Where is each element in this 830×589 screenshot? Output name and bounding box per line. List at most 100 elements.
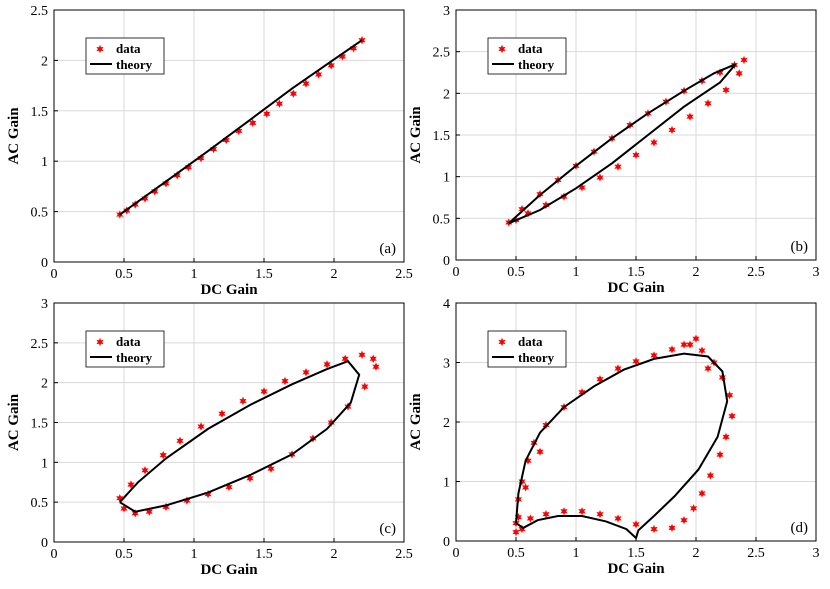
panel-label: (c) [379, 521, 396, 537]
legend-data-marker [96, 337, 104, 347]
x-tick-label: 2.5 [395, 267, 413, 282]
data-point [341, 354, 349, 363]
data-point [116, 494, 124, 503]
y-tick-label: 0 [41, 536, 48, 551]
x-tick-label: 1 [191, 547, 198, 562]
data-point [197, 154, 205, 163]
panel-4: 0 0.5 1 1.5 2 2.5 3 0 1 2 3 4 DC Gain AC Gain (d) datat… [408, 297, 820, 577]
x-tick-label: 2.5 [747, 546, 765, 561]
x-tick-label: 0.5 [115, 547, 133, 562]
y-tick-label: 1.5 [31, 417, 49, 432]
data-point [176, 436, 184, 445]
y-tick-label: 0 [443, 254, 450, 269]
data-point [302, 79, 310, 88]
data-point [524, 209, 532, 218]
y-tick-label: 2.5 [31, 337, 49, 352]
data-point [145, 507, 153, 516]
y-tick-label: 1 [443, 476, 450, 491]
data-point [131, 509, 139, 518]
x-axis-label: DC Gain [607, 561, 665, 577]
x-tick-label: 0 [453, 265, 460, 280]
legend-box [487, 330, 567, 368]
legend-data-label: data [116, 41, 141, 56]
data-series [116, 350, 380, 518]
x-tick-label: 2 [331, 547, 338, 562]
data-point [222, 135, 230, 145]
data-point [668, 523, 676, 533]
data-point [650, 351, 658, 360]
data-point [680, 340, 688, 349]
data-point [728, 411, 736, 421]
data-point [596, 510, 604, 519]
data-point [197, 422, 205, 431]
x-tick-label: 3 [813, 546, 820, 561]
data-point [218, 409, 226, 418]
data-point [578, 388, 586, 397]
y-axis-label: AC Gain [408, 106, 424, 164]
data-point [127, 480, 135, 489]
x-tick-label: 0.5 [507, 265, 525, 280]
y-tick-label: 2 [443, 87, 450, 102]
theory-line [515, 352, 729, 540]
legend-theory-label: theory [116, 57, 153, 72]
panel-label: (d) [791, 520, 809, 536]
data-point [514, 513, 522, 522]
data-point [740, 55, 748, 65]
data-point [692, 334, 700, 343]
data-point [704, 99, 712, 108]
x-tick-label: 0.5 [507, 546, 525, 561]
legend-data-marker [498, 44, 506, 54]
data-point [162, 179, 170, 188]
data-point [596, 375, 604, 384]
data-point [668, 125, 676, 135]
data-point [686, 340, 694, 349]
data-point [578, 507, 586, 516]
data-point [275, 99, 283, 108]
data-point [632, 357, 640, 366]
data-point [289, 89, 297, 98]
data-point [239, 396, 247, 406]
panel-3: 0 0.5 1 1.5 2 2.5 0 0.5 1 1.5 2 2.5 3 DC Gain AC Gain (… [6, 297, 413, 578]
data-point [680, 516, 688, 525]
data-point [302, 368, 310, 377]
y-tick-label: 1.5 [31, 105, 49, 120]
legend-data-label: data [518, 41, 543, 56]
legend-data-label: data [116, 334, 141, 349]
axes-frame [53, 9, 405, 263]
data-point [650, 524, 658, 534]
x-tick-label: 1.5 [255, 547, 273, 562]
data-point [726, 391, 734, 400]
data-point [327, 61, 335, 70]
data-point [327, 418, 335, 427]
panel-1: 0 0.5 1 1.5 2 2.5 0 0.5 1 1.5 2 2.5 DC Gain AC Gain (a… [6, 4, 413, 298]
x-tick-label: 1 [191, 267, 198, 282]
data-point [162, 502, 170, 512]
y-tick-label: 1 [443, 171, 450, 186]
x-tick-label: 2 [693, 265, 700, 280]
data-point [614, 162, 622, 171]
data-point [698, 346, 706, 355]
data-point [315, 70, 323, 79]
data-point [578, 183, 586, 192]
data-point [281, 376, 289, 386]
y-tick-label: 2.5 [31, 4, 49, 19]
data-point [350, 44, 358, 53]
data-point [614, 514, 622, 523]
data-point [704, 364, 712, 373]
data-point [526, 514, 534, 523]
data-point [338, 52, 346, 61]
data-point [358, 350, 366, 359]
panel-label: (a) [379, 241, 396, 257]
data-point [632, 150, 640, 160]
y-tick-label: 3 [41, 297, 48, 312]
data-point [614, 364, 622, 373]
y-tick-label: 2 [41, 377, 48, 392]
panel-2: 0 0.5 1 1.5 2 2.5 3 0 0.5 1 1.5 2 2.5 3 DC Gain AC Gain… [408, 4, 820, 296]
theory-line [119, 39, 363, 216]
data-point [263, 109, 271, 118]
x-tick-label: 2 [331, 267, 338, 282]
panel-label: (b) [791, 239, 809, 255]
data-point [183, 496, 191, 505]
